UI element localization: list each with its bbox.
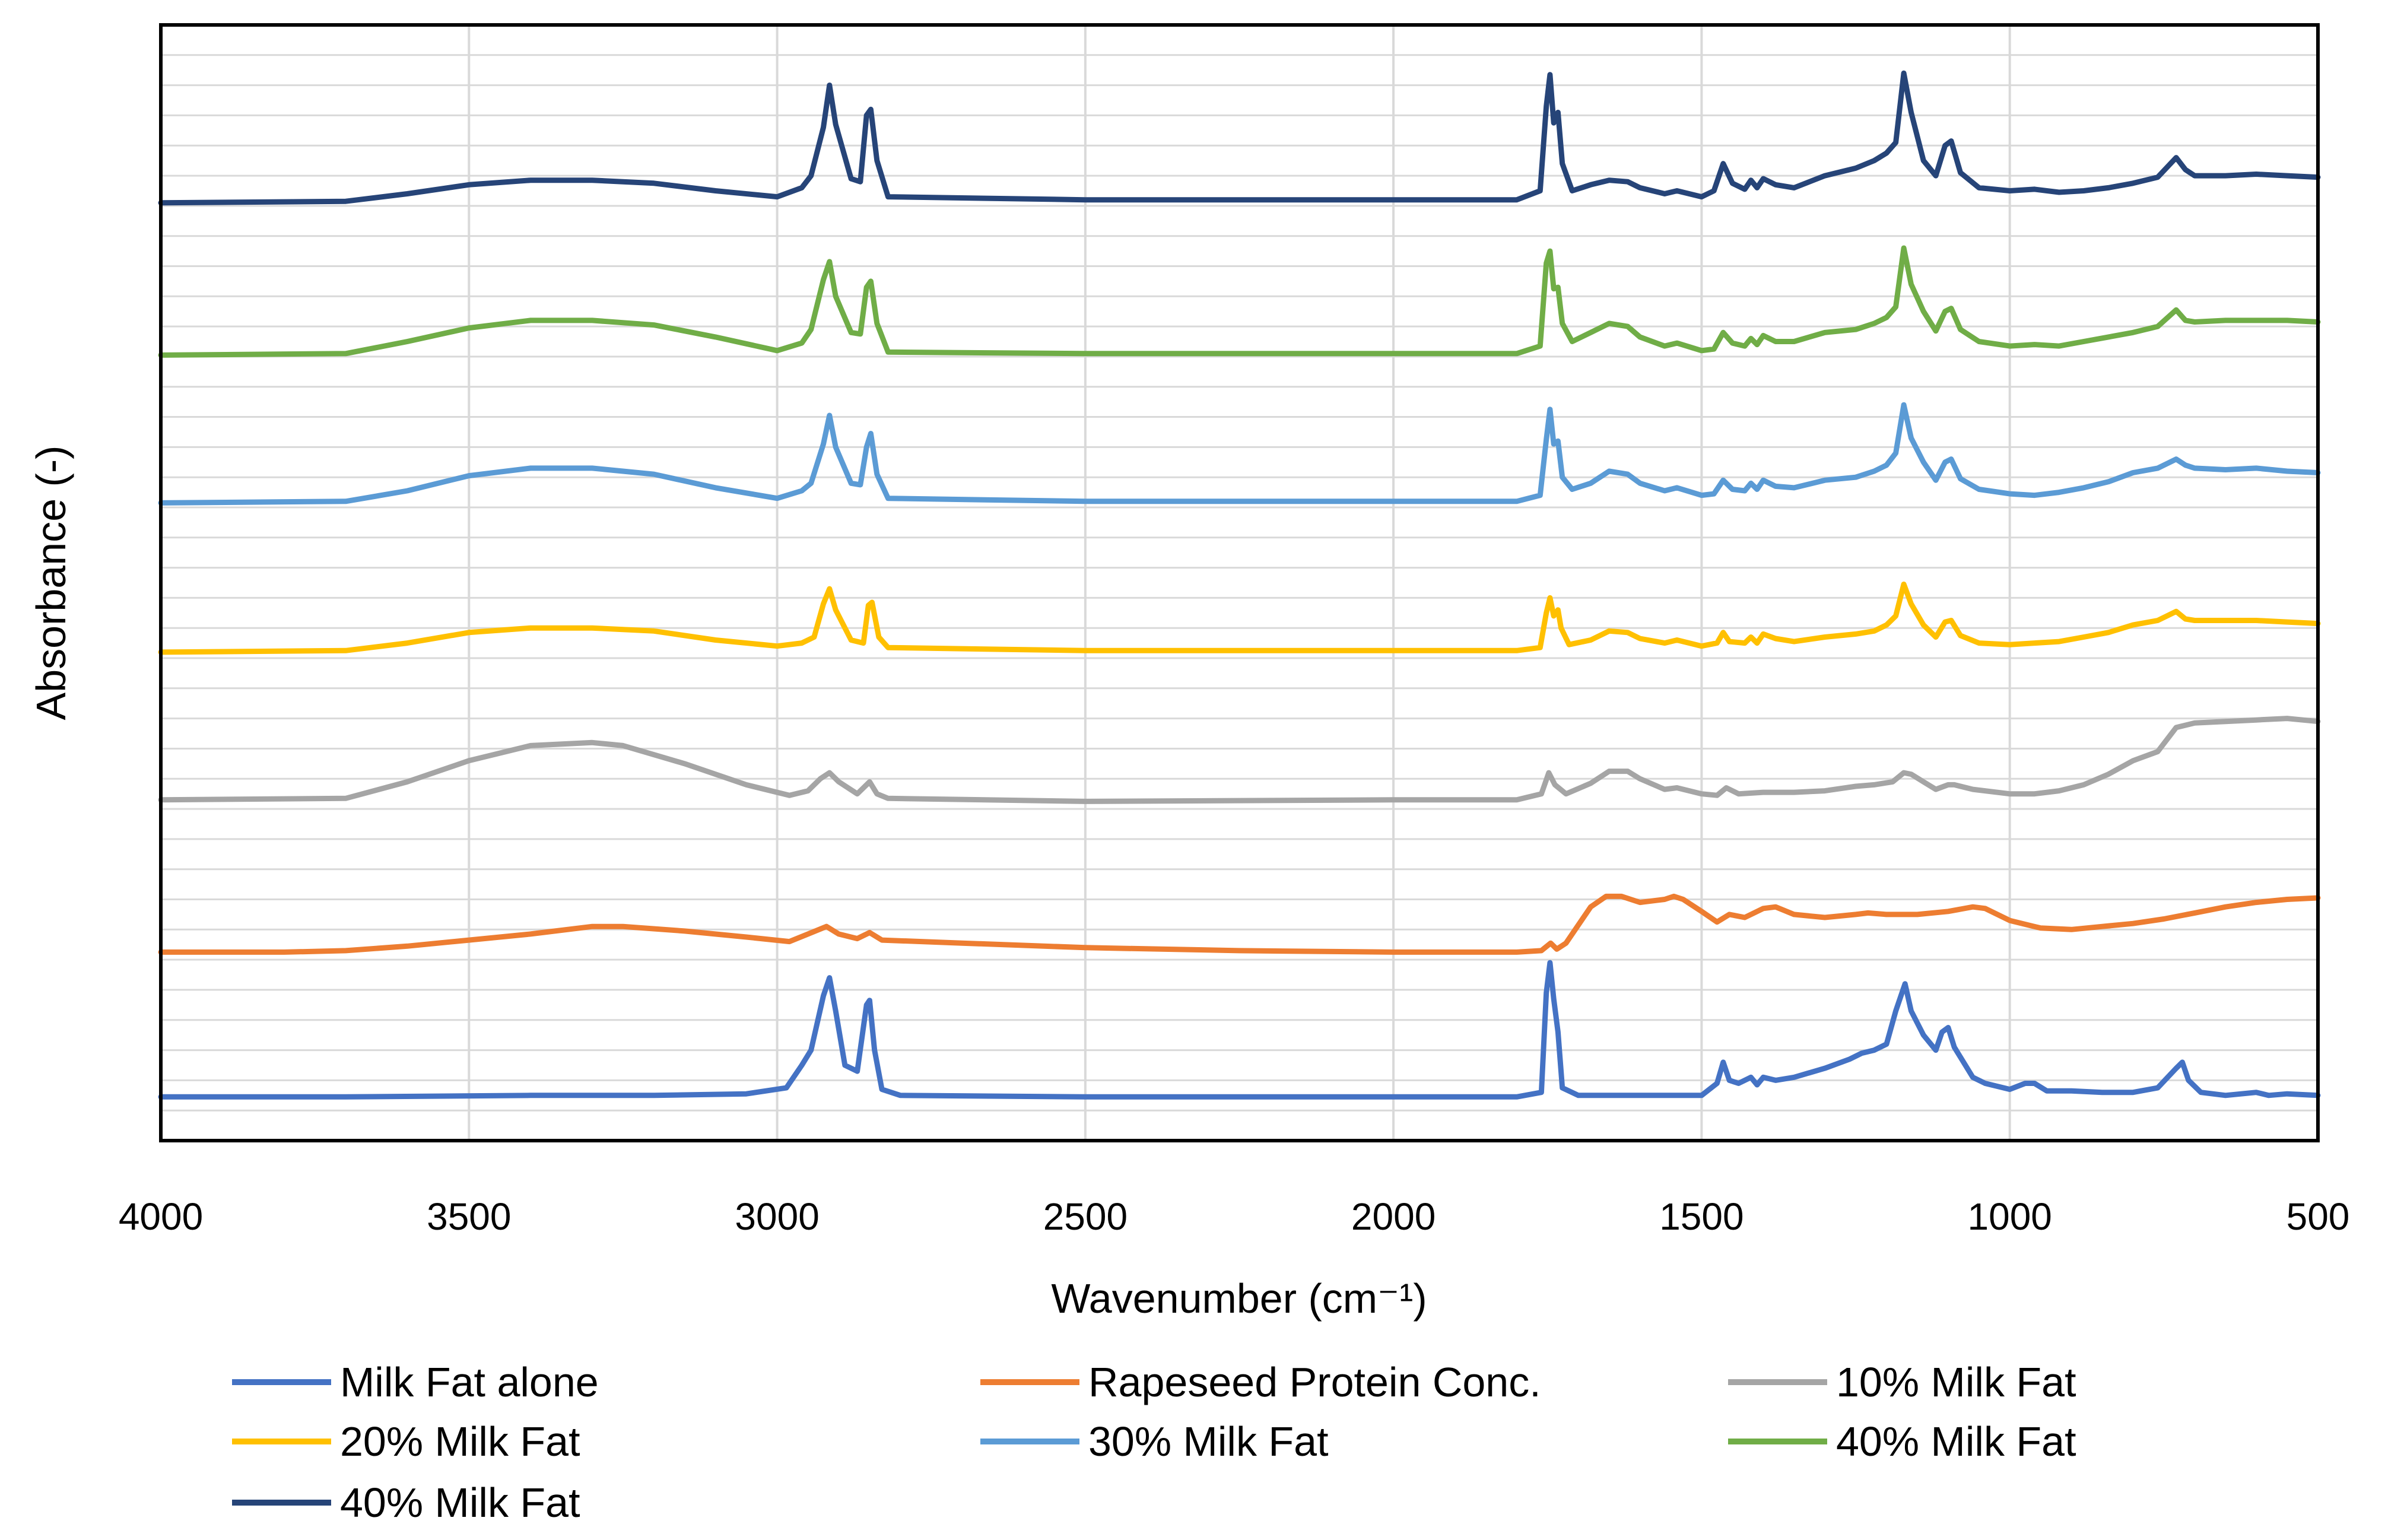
series-line-2 (158, 893, 2321, 955)
legend-label: Milk Fat alone (340, 1359, 599, 1405)
legend-label: 40% Milk Fat (340, 1479, 580, 1526)
series-line-6 (158, 245, 2321, 358)
x-tick-label: 2500 (1043, 1195, 1128, 1238)
legend-label: Rapeseed Protein Conc. (1088, 1359, 1541, 1405)
plot-frame (159, 23, 2320, 1142)
legend-label: 20% Milk Fat (340, 1418, 580, 1465)
x-tick-label: 500 (2286, 1195, 2350, 1238)
x-tick-label: 2000 (1351, 1195, 1436, 1238)
x-tick-label: 3500 (427, 1195, 511, 1238)
series-lines (158, 70, 2321, 1100)
x-tick-label: 3000 (735, 1195, 819, 1238)
series-line-3 (158, 716, 2321, 804)
legend-label: 40% Milk Fat (1836, 1418, 2076, 1465)
series-line-1 (158, 960, 2321, 1100)
x-tick-label: 4000 (119, 1195, 203, 1238)
series-line-7 (158, 70, 2321, 206)
x-axis-label: Wavenumber (cm⁻¹) (1051, 1275, 1427, 1322)
series-line-4 (158, 582, 2321, 655)
legend-label: 10% Milk Fat (1836, 1359, 2076, 1405)
gridlines (160, 25, 2319, 1141)
y-axis-label: Absorbance (-) (28, 446, 74, 720)
x-tick-label: 1000 (1968, 1195, 2052, 1238)
x-axis-ticks: 4000 3500 3000 2500 2000 1500 1000 500 (119, 1195, 2350, 1238)
x-tick-label: 1500 (1659, 1195, 1744, 1238)
series-line-5 (158, 402, 2321, 506)
legend-label: 30% Milk Fat (1088, 1418, 1329, 1465)
legend: Milk Fat alone Rapeseed Protein Conc. 10% … (232, 1359, 2076, 1526)
